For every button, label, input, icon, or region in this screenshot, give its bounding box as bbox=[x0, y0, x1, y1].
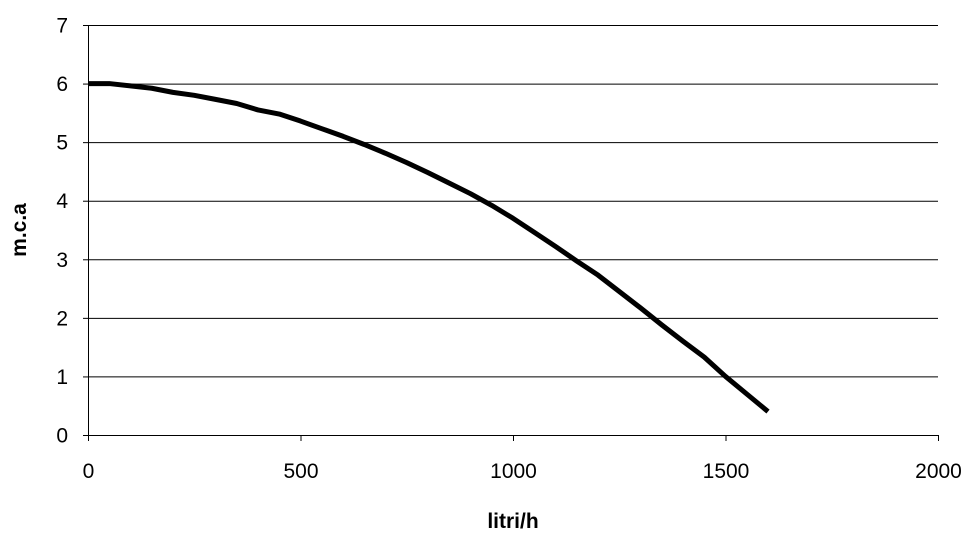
x-axis-title: litri/h bbox=[487, 510, 538, 533]
x-tick-label: 0 bbox=[83, 460, 95, 483]
x-tick-label: 1000 bbox=[490, 460, 537, 483]
data-series bbox=[88, 81, 770, 414]
x-tick-label: 1500 bbox=[703, 460, 750, 483]
gridlines bbox=[88, 25, 938, 378]
tick-labels: 0 1 2 3 4 5 6 7 0 500 1000 1500 2000 bbox=[56, 15, 962, 484]
y-tick-label: 5 bbox=[56, 132, 68, 155]
y-axis-title: m.c.a bbox=[8, 203, 31, 257]
y-tick-label: 4 bbox=[56, 190, 68, 213]
axes bbox=[83, 25, 939, 441]
x-tick-label: 2000 bbox=[915, 460, 962, 483]
y-tick-label: 2 bbox=[56, 307, 68, 330]
y-tick-label: 7 bbox=[56, 15, 68, 38]
y-tick-label: 6 bbox=[56, 73, 68, 96]
y-tick-label: 0 bbox=[56, 425, 68, 448]
y-tick-label: 3 bbox=[56, 249, 68, 272]
y-tick-label: 1 bbox=[56, 366, 68, 389]
x-tick-label: 500 bbox=[283, 460, 318, 483]
series-line bbox=[88, 81, 770, 414]
